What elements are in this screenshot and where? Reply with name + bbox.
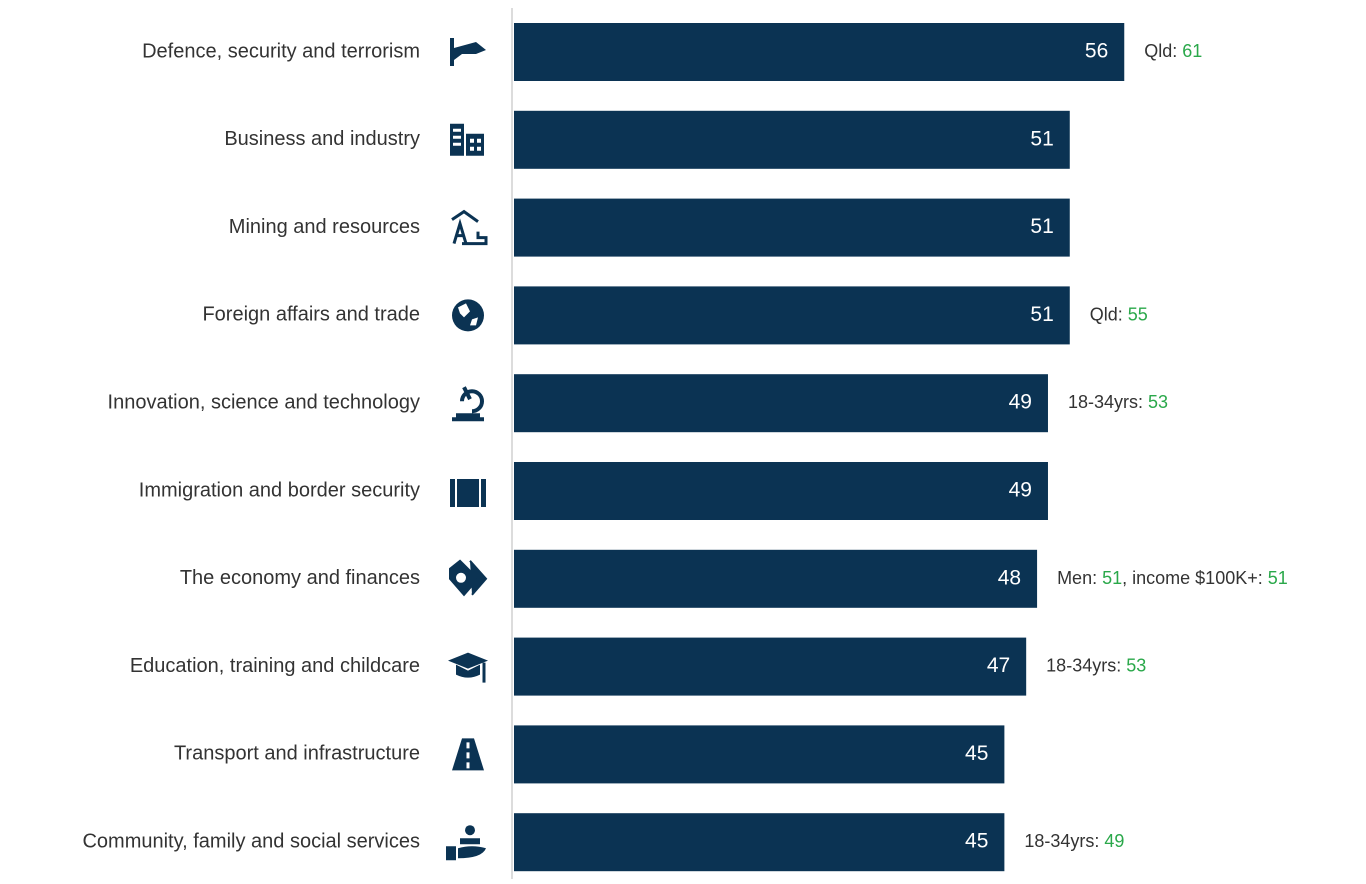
- icon-group: [452, 738, 484, 771]
- category-label: Business and industry: [224, 128, 420, 150]
- bar: [514, 286, 1070, 345]
- annotation-value: 51: [1102, 568, 1122, 588]
- annotation-label: 18-34yrs:: [1068, 392, 1143, 412]
- icon-group: [446, 825, 486, 861]
- value-label: 45: [965, 830, 988, 853]
- value-label: 56: [1085, 40, 1108, 63]
- value-label: 51: [1030, 215, 1053, 238]
- icon-group: [450, 474, 486, 507]
- icon-group: [449, 559, 488, 597]
- annotation-label: Qld:: [1090, 304, 1123, 324]
- icon: [448, 652, 488, 678]
- value-label: 45: [965, 742, 988, 765]
- category-label: Mining and resources: [229, 216, 420, 238]
- icon: [465, 825, 475, 836]
- icon: [453, 128, 481, 151]
- value-label: 51: [1030, 127, 1053, 150]
- icon-group: [448, 652, 488, 683]
- annotation-value: 55: [1128, 304, 1148, 324]
- annotation: 18-34yrs: 53: [1068, 392, 1168, 412]
- annotation: Qld: 61: [1144, 41, 1202, 61]
- icon: [458, 303, 478, 326]
- value-label: 49: [1009, 479, 1032, 502]
- annotation-separator: ,: [1122, 568, 1127, 588]
- icon: [449, 559, 488, 597]
- category-label: The economy and finances: [180, 567, 420, 589]
- annotation-label: 18-34yrs:: [1024, 831, 1099, 851]
- bar: [514, 23, 1125, 81]
- icon: [456, 572, 466, 583]
- value-label: 49: [1009, 391, 1032, 414]
- annotation: 18-34yrs: 53: [1046, 655, 1146, 675]
- category-label: Transport and infrastructure: [174, 743, 420, 765]
- category-label: Innovation, science and technology: [108, 391, 420, 413]
- value-label: 48: [998, 566, 1021, 589]
- annotation: Men: 51, income $100K+: 51: [1057, 568, 1288, 588]
- bar: [514, 813, 1005, 872]
- category-label: Education, training and childcare: [130, 655, 420, 677]
- annotation-value: 51: [1268, 568, 1288, 588]
- value-label: 51: [1030, 303, 1053, 326]
- icon: [455, 474, 481, 507]
- icon-group: [451, 209, 488, 246]
- annotation-label: Qld:: [1144, 41, 1177, 61]
- annotation-value: 53: [1148, 392, 1168, 412]
- category-label: Community, family and social services: [82, 830, 420, 852]
- icon-group: [452, 386, 484, 422]
- annotation-value: 61: [1182, 41, 1202, 61]
- bar: [514, 198, 1070, 257]
- icon: [450, 38, 486, 66]
- bar: [514, 549, 1038, 608]
- category-label: Immigration and border security: [139, 479, 420, 501]
- icon: [452, 386, 484, 422]
- bar: [514, 110, 1070, 169]
- bar: [514, 725, 1005, 784]
- bar: [514, 462, 1048, 520]
- icon: [446, 838, 486, 861]
- icon: [451, 209, 488, 246]
- bar: [514, 374, 1048, 433]
- icon: [452, 299, 484, 332]
- icon-group: [452, 299, 484, 332]
- annotation-label: income $100K+:: [1132, 568, 1263, 588]
- icon-group: [450, 123, 484, 156]
- annotation-label: 18-34yrs:: [1046, 655, 1121, 675]
- bar: [514, 637, 1027, 696]
- icon-group: [450, 38, 486, 66]
- category-label: Defence, security and terrorism: [142, 40, 420, 62]
- value-label: 47: [987, 654, 1010, 677]
- annotation-label: Men:: [1057, 568, 1097, 588]
- annotation-value: 49: [1104, 831, 1124, 851]
- annotation: 18-34yrs: 49: [1024, 831, 1124, 851]
- annotation: Qld: 55: [1090, 304, 1148, 324]
- category-label: Foreign affairs and trade: [202, 304, 420, 326]
- annotation-value: 53: [1126, 655, 1146, 675]
